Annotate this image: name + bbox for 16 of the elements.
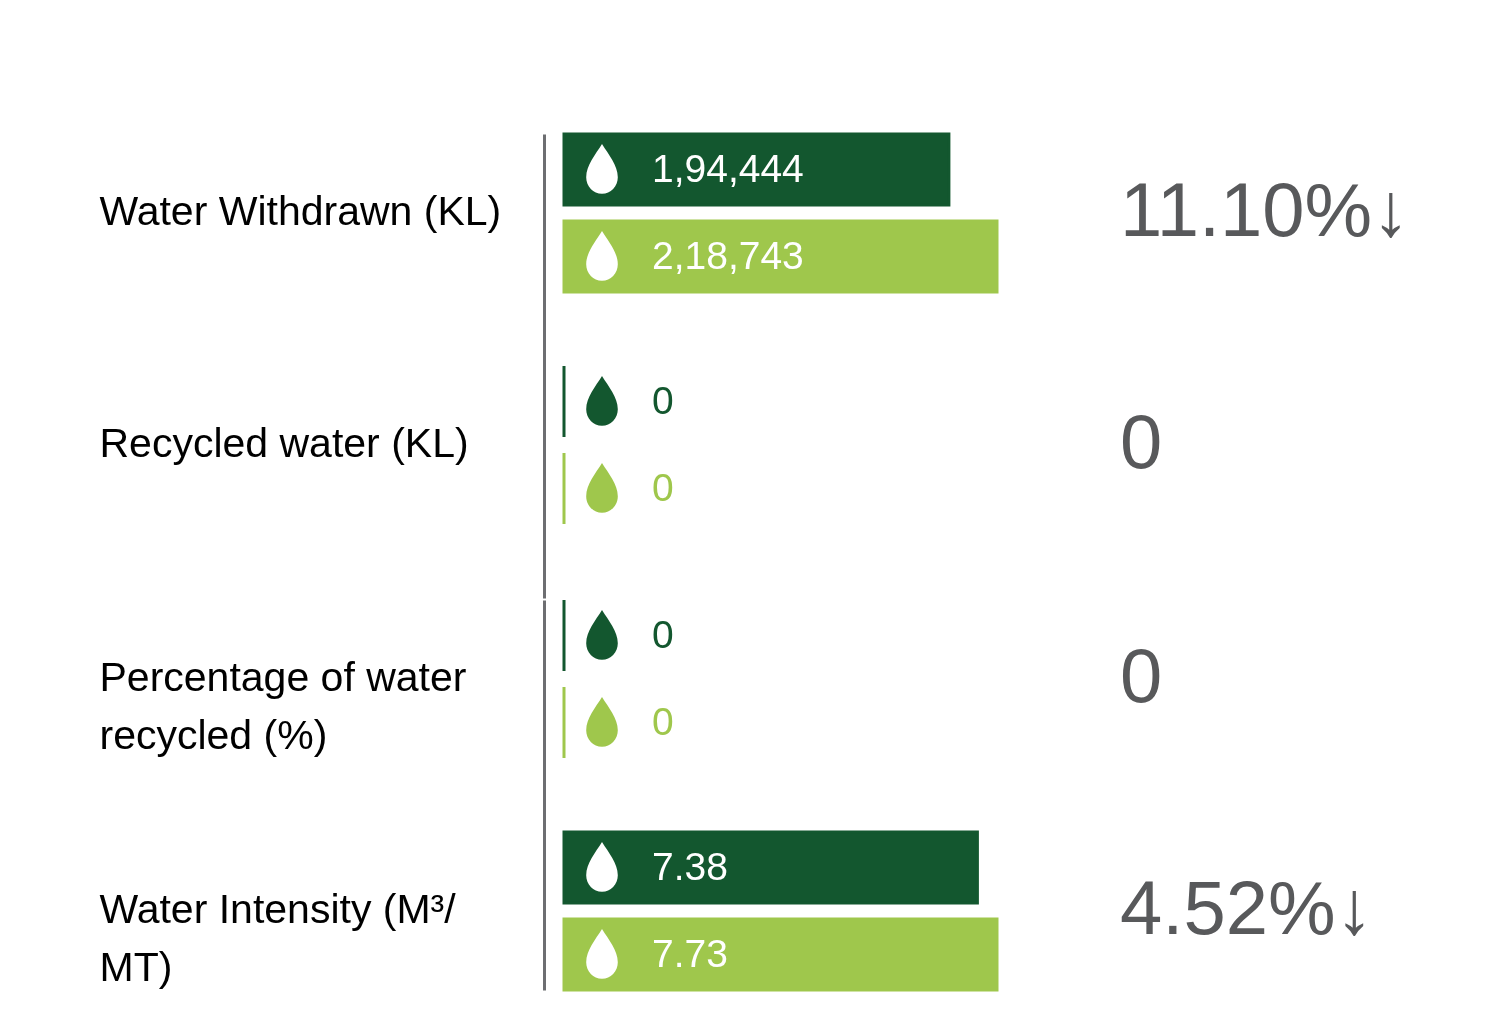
text: 11.10%↓ (1120, 167, 1411, 252)
data-label: 7.73 (652, 931, 728, 975)
data-label: 7.38 (652, 844, 728, 888)
y-tick-label: Recycled water (KL) (99, 420, 469, 466)
y-tick-label: Water Withdrawn (KL) (99, 188, 502, 234)
text: 4.52%↓ (1120, 865, 1374, 950)
data-label: 0 (652, 378, 674, 422)
y-tick-label: Percentage of water recycled (%) (99, 654, 467, 758)
data-label: 0 (652, 612, 674, 656)
y-tick-label: Water Intensity (M³/ MT) (99, 886, 457, 990)
data-label: 2,18,743 (652, 233, 804, 277)
data-label: 0 (652, 465, 674, 509)
data-label: 1,94,444 (652, 146, 804, 190)
data-label: 0 (652, 699, 674, 743)
text: 0 (1120, 633, 1163, 718)
text: 0 (1120, 399, 1163, 484)
